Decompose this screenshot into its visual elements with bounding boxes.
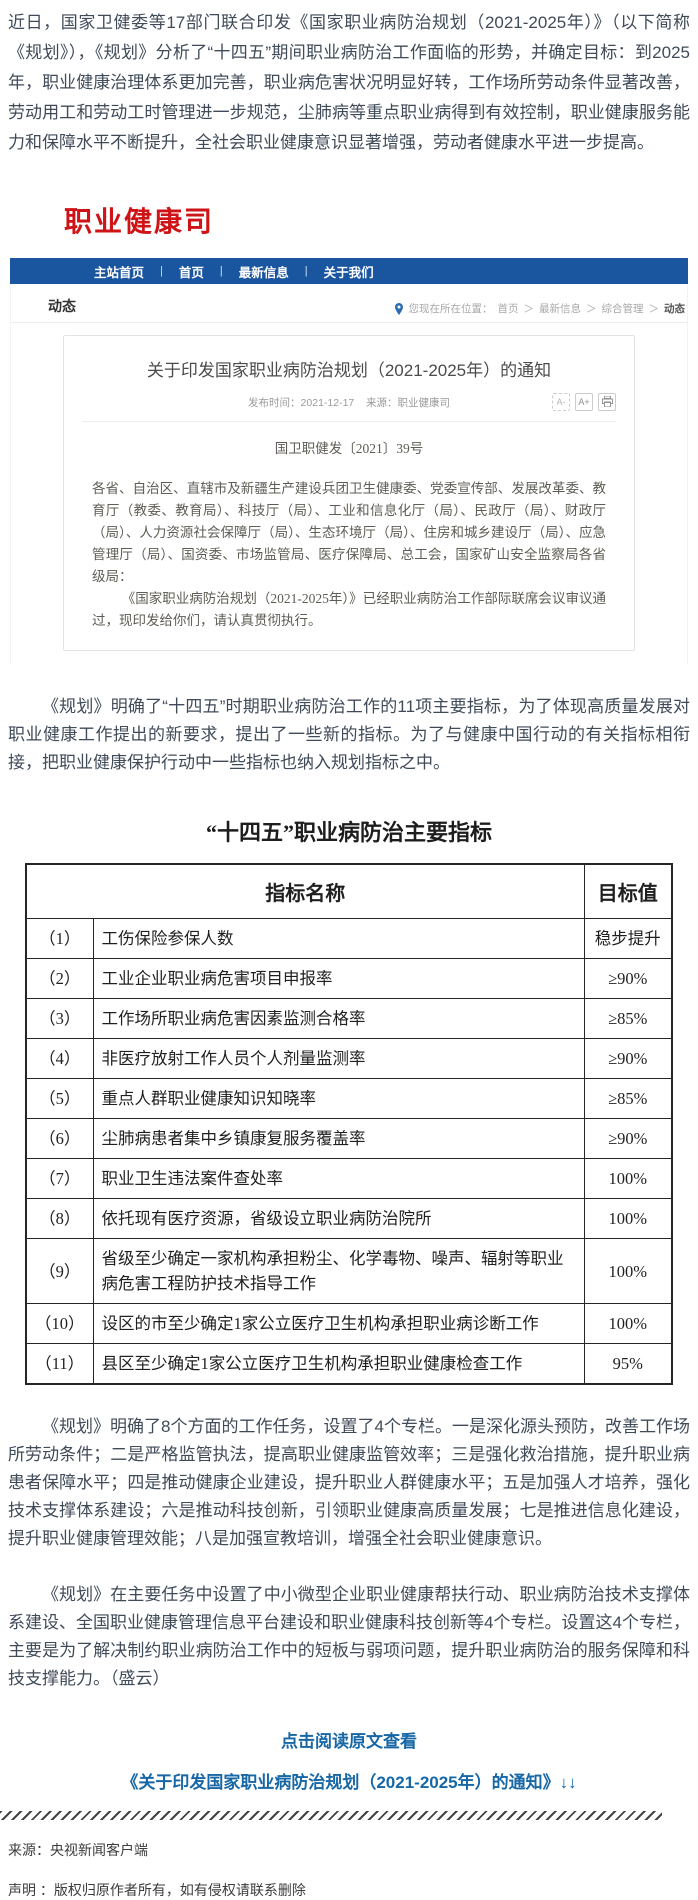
- nav-separator: |: [160, 265, 163, 277]
- target-value: 稳步提升: [583, 918, 673, 959]
- official-document-scan: 国卫职健发〔2021〕39号 各省、自治区、直辖市及新疆生产建设兵团卫生健康委、…: [82, 438, 616, 632]
- row-number: （2）: [25, 958, 94, 999]
- table-row: （5） 重点人群职业健康知识知晓率 ≥85%: [25, 1078, 673, 1119]
- nav-separator: |: [304, 265, 308, 277]
- target-value: ≥90%: [583, 1118, 673, 1159]
- target-value: 100%: [583, 1158, 673, 1199]
- nav-item-about-us[interactable]: 关于我们: [323, 265, 374, 280]
- nav-separator: |: [219, 265, 223, 277]
- breadcrumb-separator: ＞: [648, 303, 660, 315]
- row-number: （4）: [25, 1038, 94, 1079]
- document-body: 《国家职业病防治规划（2021-2025年）》已经职业病防治工作部际联席会议审议…: [92, 591, 606, 628]
- row-number: （5）: [25, 1078, 94, 1119]
- nav-item-main-home[interactable]: 主站首页: [94, 265, 145, 280]
- breadcrumb-separator: ＞: [523, 303, 535, 315]
- paragraph-indicators: 《规划》明确了“十四五”时期职业病防治工作的11项主要指标，为了体现高质量发展对…: [8, 697, 690, 772]
- indicator-name: 工业企业职业病危害项目申报率: [92, 958, 585, 999]
- notice-title-link[interactable]: 《关于印发国家职业病防治规划（2021-2025年）的通知》↓↓: [121, 1773, 577, 1792]
- table-row: （3） 工作场所职业病危害因素监测合格率 ≥85%: [25, 998, 673, 1039]
- table-row: （9） 省级至少确定一家机构承担粉尘、化学毒物、噪声、辐射等职业病危害工程防护技术…: [25, 1238, 673, 1304]
- target-value: 100%: [583, 1238, 673, 1304]
- footer-source: 来源：央视新闻客户端: [8, 1842, 148, 1858]
- breadcrumb-separator: ＞: [586, 303, 597, 315]
- paragraph-tasks: 《规划》明确了8个方面的工作任务，设置了4个专栏。一是深化源头预防，改善工作场所…: [8, 1417, 690, 1548]
- paragraph-columns: 《规划》在主要任务中设置了中小微型企业职业健康帮扶行动、职业病防治技术支撑体系建…: [8, 1585, 690, 1688]
- site-brand: 职业健康司: [64, 206, 215, 237]
- breadcrumb: 您现在所在位置： 首页 ＞ 最新信息 ＞ 综合管理 ＞ 动态: [394, 301, 685, 316]
- hatch-divider: [0, 1811, 662, 1820]
- footer-statement: 声明 ：版权归原作者所有，如有侵权请联系删除: [8, 1882, 306, 1898]
- section-label-dynamics: 动态: [48, 298, 76, 314]
- publish-date: 发布时间：2021-12-17: [248, 397, 355, 409]
- row-number: （1）: [25, 918, 94, 959]
- target-value: ≥85%: [583, 998, 673, 1039]
- font-smaller-button[interactable]: A-: [552, 393, 570, 411]
- breadcrumb-item-current: 动态: [664, 303, 685, 315]
- target-value: 100%: [583, 1303, 673, 1344]
- nav-item-home[interactable]: 首页: [178, 265, 204, 280]
- table-title: “十四五”职业病防治主要指标: [205, 820, 492, 845]
- target-value: ≥90%: [583, 1038, 673, 1079]
- column-header-name: 指标名称: [25, 863, 585, 919]
- indicator-name: 省级至少确定一家机构承担粉尘、化学毒物、噪声、辐射等职业病危害工程防护技术指导工…: [92, 1238, 585, 1304]
- indicator-name: 依托现有医疗资源，省级设立职业病防治院所: [92, 1198, 585, 1239]
- breadcrumb-prefix: 您现在所在位置：: [408, 303, 493, 315]
- indicator-name: 重点人群职业健康知识知晓率: [92, 1078, 585, 1119]
- print-button[interactable]: [598, 393, 616, 411]
- indicator-name: 工伤保险参保人数: [92, 918, 585, 959]
- table-row: （11） 县区至少确定1家公立医疗卫生机构承担职业健康检查工作 95%: [25, 1343, 673, 1385]
- column-header-target: 目标值: [583, 863, 673, 919]
- row-number: （6）: [25, 1118, 94, 1159]
- row-number: （3）: [25, 998, 94, 1039]
- table-row: （4） 非医疗放射工作人员个人剂量监测率 ≥90%: [25, 1038, 673, 1079]
- table-row: （6） 尘肺病患者集中乡镇康复服务覆盖率 ≥90%: [25, 1118, 673, 1159]
- row-number: （9）: [25, 1238, 94, 1304]
- site-nav-bar: 主站首页 | 首页 | 最新信息 | 关于我们: [10, 258, 688, 284]
- breadcrumb-item-home[interactable]: 首页: [497, 303, 519, 315]
- row-number: （8）: [25, 1198, 94, 1239]
- target-value: 100%: [583, 1198, 673, 1239]
- indicator-name: 设区的市至少确定1家公立医疗卫生机构承担职业病诊断工作: [92, 1303, 585, 1344]
- indicator-name: 职业卫生违法案件查处率: [92, 1158, 585, 1199]
- location-pin-icon: [394, 302, 404, 315]
- indicator-name: 工作场所职业病危害因素监测合格率: [92, 998, 585, 1039]
- row-number: （10）: [25, 1303, 94, 1344]
- table-row: （8） 依托现有医疗资源，省级设立职业病防治院所 100%: [25, 1198, 673, 1239]
- intro-paragraph: 近日，国家卫健委等17部门联合印发《国家职业病防治规划（2021-2025年）》…: [8, 13, 690, 152]
- read-original-link[interactable]: 点击阅读原文查看: [281, 1732, 417, 1751]
- indicator-name: 尘肺病患者集中乡镇康复服务覆盖率: [92, 1118, 585, 1159]
- article-title: 关于印发国家职业病防治规划（2021-2025年）的通知: [146, 361, 552, 380]
- nav-item-latest-news[interactable]: 最新信息: [238, 265, 289, 280]
- article-card: 关于印发国家职业病防治规划（2021-2025年）的通知 发布时间：2021-1…: [63, 335, 635, 651]
- document-number: 国卫职健发〔2021〕39号: [274, 441, 424, 456]
- indicator-name: 非医疗放射工作人员个人剂量监测率: [92, 1038, 585, 1079]
- row-number: （11）: [25, 1343, 94, 1385]
- breadcrumb-item-management[interactable]: 综合管理: [601, 303, 644, 315]
- target-value: ≥90%: [583, 958, 673, 999]
- table-row: （1） 工伤保险参保人数 稳步提升: [25, 918, 673, 959]
- table-row: （2） 工业企业职业病危害项目申报率 ≥90%: [25, 958, 673, 999]
- target-value: ≥85%: [583, 1078, 673, 1119]
- row-number: （7）: [25, 1158, 94, 1199]
- site-screenshot: 职业健康司 主站首页 | 首页 | 最新信息 | 关于我们 动态 您现在所在位置…: [0, 174, 698, 665]
- target-value: 95%: [583, 1343, 673, 1385]
- breadcrumb-item-latest-news[interactable]: 最新信息: [539, 303, 581, 315]
- printer-icon: [601, 395, 613, 409]
- table-row: （10） 设区的市至少确定1家公立医疗卫生机构承担职业病诊断工作 100%: [25, 1303, 673, 1344]
- indicators-table: 指标名称 目标值 （1） 工伤保险参保人数 稳步提升 （2） 工业企业职业病危害项目申…: [25, 863, 673, 1385]
- font-larger-button[interactable]: A+: [575, 393, 593, 411]
- article-source: 来源：职业健康司: [365, 397, 450, 409]
- document-addressees: 各省、自治区、直辖市及新疆生产建设兵团卫生健康委、党委宣传部、发展改革委、教育厅…: [92, 481, 606, 584]
- indicator-name: 县区至少确定1家公立医疗卫生机构承担职业健康检查工作: [92, 1343, 585, 1385]
- table-row: （7） 职业卫生违法案件查处率 100%: [25, 1158, 673, 1199]
